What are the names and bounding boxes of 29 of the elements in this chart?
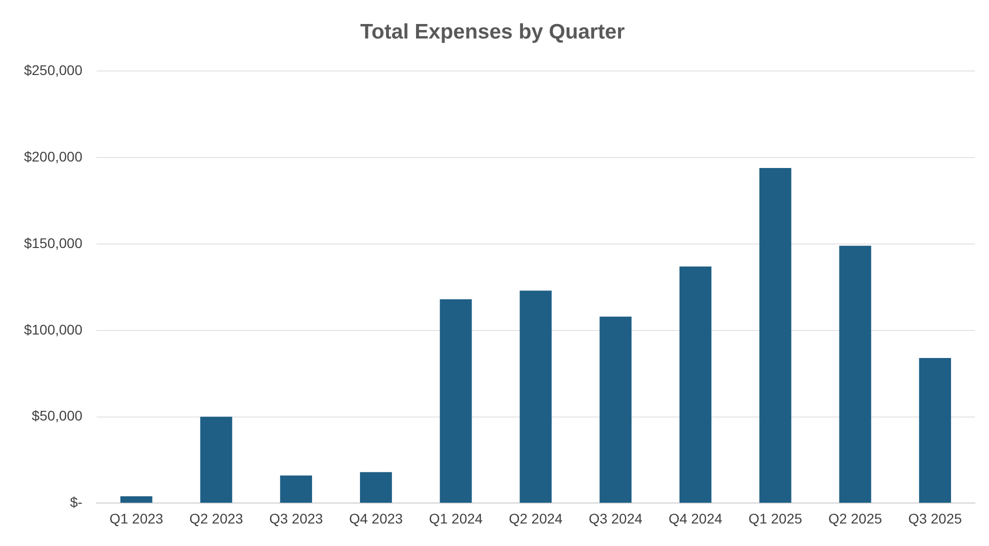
bar bbox=[919, 358, 952, 503]
x-tick-label: Q2 2024 bbox=[508, 510, 563, 526]
y-tick-label: $250,000 bbox=[24, 62, 83, 78]
y-tick-label: $50,000 bbox=[32, 408, 83, 424]
bar bbox=[679, 266, 712, 503]
chart-title: Total Expenses by Quarter bbox=[360, 20, 625, 44]
bar bbox=[200, 416, 232, 503]
bar bbox=[839, 246, 872, 503]
bar bbox=[120, 496, 152, 503]
x-tick-label: Q4 2023 bbox=[349, 510, 404, 526]
bar bbox=[440, 299, 472, 503]
x-tick-label: Q1 2024 bbox=[428, 510, 483, 526]
x-tick-label: Q3 2024 bbox=[588, 510, 643, 526]
bar bbox=[600, 316, 632, 503]
x-tick-label: Q3 2023 bbox=[269, 510, 324, 526]
x-tick-label: Q4 2024 bbox=[668, 510, 723, 526]
bar bbox=[360, 472, 392, 503]
x-tick-label: Q1 2023 bbox=[109, 510, 164, 526]
y-tick-label: $100,000 bbox=[24, 321, 83, 338]
x-tick-label: Q2 2023 bbox=[189, 510, 244, 526]
bar bbox=[280, 476, 312, 503]
y-tick-label: $200,000 bbox=[24, 148, 83, 164]
bar bbox=[520, 290, 552, 503]
y-tick-label: $- bbox=[70, 494, 83, 510]
x-tick-label: Q3 2025 bbox=[908, 510, 962, 526]
x-tick-label: Q1 2025 bbox=[748, 510, 802, 526]
bar bbox=[759, 168, 792, 503]
y-tick-label: $150,000 bbox=[24, 234, 83, 251]
x-tick-label: Q2 2025 bbox=[828, 510, 882, 526]
